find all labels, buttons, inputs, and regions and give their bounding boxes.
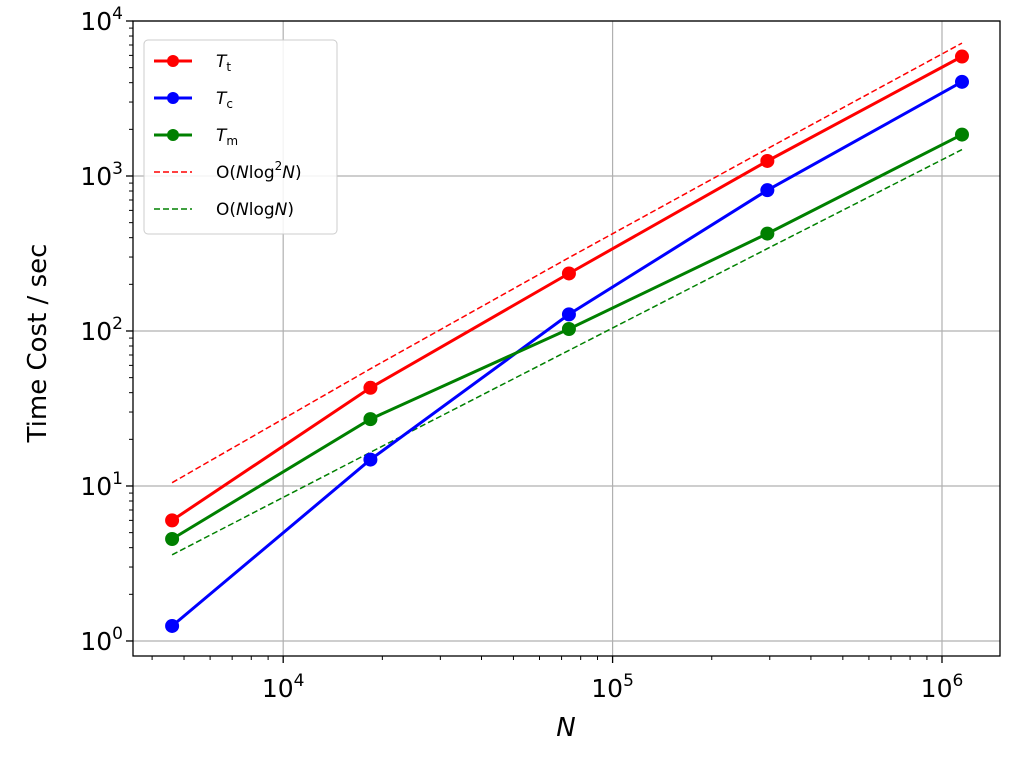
data-point-Tm [363,412,378,427]
data-point-Tt [561,266,576,281]
data-point-Tm [760,226,775,241]
series-line-Onlog2n [171,42,963,484]
legend-marker-Tm [167,129,179,141]
x-axis-label: N [556,713,575,743]
series-line-Onlogn [171,148,963,556]
data-point-Tc [760,183,775,198]
data-point-Tt [165,513,180,528]
legend-label-Tt: Tt [216,52,231,74]
data-point-Tm [165,531,180,546]
data-point-Tc [561,307,576,322]
data-point-Tc [165,618,180,633]
legend-label-Onlog2n: O(Nlog2N) [216,159,302,183]
y-tick-label: 102 [80,314,123,346]
legend-box [143,39,338,235]
legend-label-Onlogn: O(NlogN) [216,200,294,220]
series-lines [165,42,969,633]
data-point-Tt [954,49,969,64]
data-point-Tt [363,380,378,395]
x-tick-label: 106 [921,671,964,703]
legend-marker-Tt [167,55,179,67]
data-point-Tt [760,153,775,168]
legend-marker-Tc [167,92,179,104]
y-tick-label: 101 [80,469,123,501]
y-tick-label: 103 [80,159,123,191]
x-tick-label: 104 [262,671,305,703]
axis-ticks: 104 105 106 100 101 102 103 104 [80,4,963,703]
data-point-Tm [561,322,576,337]
data-point-Tc [363,452,378,467]
data-point-Tm [954,127,969,142]
y-axis-label: Time Cost / sec [23,244,53,444]
x-tick-label: 105 [591,671,634,703]
legend-label-Tc: Tc [216,89,233,111]
legend-label-Tm: Tm [216,126,238,148]
y-tick-label: 104 [80,4,123,36]
y-tick-label: 100 [80,624,123,656]
data-point-Tc [954,74,969,89]
legend: Tt Tc Tm O(Nlog2N) O(NlogN) [143,39,338,235]
